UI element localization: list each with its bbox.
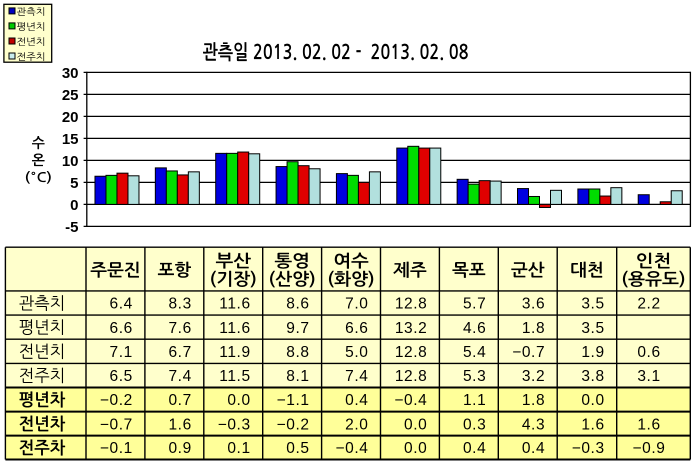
svg-text:1.8: 1.8 xyxy=(522,320,545,337)
svg-text:7.1: 7.1 xyxy=(110,344,133,361)
svg-text:3.2: 3.2 xyxy=(522,368,545,385)
svg-text:2.2: 2.2 xyxy=(637,296,660,313)
svg-text:13.2: 13.2 xyxy=(395,320,428,337)
svg-text:−1.1: −1.1 xyxy=(277,392,310,409)
svg-text:−0.1: −0.1 xyxy=(100,440,133,457)
svg-text:−0.9: −0.9 xyxy=(633,440,666,457)
svg-text:6.6: 6.6 xyxy=(110,320,133,337)
svg-text:0.9: 0.9 xyxy=(168,440,191,457)
svg-text:3.8: 3.8 xyxy=(581,368,604,385)
svg-text:0: 0 xyxy=(70,197,78,214)
svg-text:6.7: 6.7 xyxy=(168,344,191,361)
svg-text:1.6: 1.6 xyxy=(637,416,660,433)
svg-text:4.6: 4.6 xyxy=(463,320,486,337)
svg-text:1.9: 1.9 xyxy=(581,344,604,361)
svg-text:3.6: 3.6 xyxy=(522,296,545,313)
svg-text:0.7: 0.7 xyxy=(168,392,191,409)
svg-text:5.4: 5.4 xyxy=(463,344,486,361)
svg-text:−0.2: −0.2 xyxy=(100,392,133,409)
svg-text:0.1: 0.1 xyxy=(227,440,250,457)
svg-text:0.4: 0.4 xyxy=(522,440,545,457)
svg-text:1.1: 1.1 xyxy=(463,392,486,409)
svg-text:0.0: 0.0 xyxy=(581,392,604,409)
svg-text:7.4: 7.4 xyxy=(168,368,191,385)
svg-text:9.7: 9.7 xyxy=(286,320,309,337)
svg-text:−0.3: −0.3 xyxy=(218,416,251,433)
svg-text:11.6: 11.6 xyxy=(219,320,250,337)
svg-text:12.8: 12.8 xyxy=(395,296,428,313)
svg-text:30: 30 xyxy=(62,65,79,82)
svg-text:11.5: 11.5 xyxy=(219,368,250,385)
svg-text:-5: -5 xyxy=(65,219,78,236)
svg-text:2.0: 2.0 xyxy=(345,416,368,433)
svg-text:1.8: 1.8 xyxy=(522,392,545,409)
svg-text:25: 25 xyxy=(62,87,79,104)
svg-text:8.6: 8.6 xyxy=(286,296,309,313)
svg-text:7.6: 7.6 xyxy=(168,320,191,337)
svg-text:1.6: 1.6 xyxy=(168,416,191,433)
svg-text:7.0: 7.0 xyxy=(345,296,368,313)
svg-text:5.7: 5.7 xyxy=(463,296,486,313)
svg-text:6.5: 6.5 xyxy=(110,368,133,385)
svg-text:8.8: 8.8 xyxy=(286,344,309,361)
svg-text:15: 15 xyxy=(62,131,79,148)
svg-text:0.0: 0.0 xyxy=(404,440,427,457)
svg-text:3.5: 3.5 xyxy=(581,296,604,313)
svg-text:3.5: 3.5 xyxy=(581,320,604,337)
svg-text:−0.4: −0.4 xyxy=(394,392,427,409)
svg-text:11.9: 11.9 xyxy=(219,344,250,361)
svg-text:0.4: 0.4 xyxy=(463,440,486,457)
svg-text:8.1: 8.1 xyxy=(286,368,309,385)
svg-text:4.3: 4.3 xyxy=(522,416,545,433)
svg-text:0.4: 0.4 xyxy=(345,392,368,409)
svg-text:5.0: 5.0 xyxy=(345,344,368,361)
svg-text:3.1: 3.1 xyxy=(637,368,660,385)
svg-text:5.3: 5.3 xyxy=(463,368,486,385)
svg-text:0.0: 0.0 xyxy=(227,392,250,409)
svg-text:−0.3: −0.3 xyxy=(572,440,605,457)
svg-text:0.6: 0.6 xyxy=(637,344,660,361)
svg-text:12.8: 12.8 xyxy=(395,368,428,385)
svg-text:7.4: 7.4 xyxy=(345,368,368,385)
svg-text:1.6: 1.6 xyxy=(581,416,604,433)
svg-text:6.4: 6.4 xyxy=(110,296,133,313)
svg-text:−0.4: −0.4 xyxy=(336,440,369,457)
svg-text:10: 10 xyxy=(62,153,79,170)
svg-text:12.8: 12.8 xyxy=(395,344,428,361)
svg-text:8.3: 8.3 xyxy=(168,296,191,313)
svg-text:0.0: 0.0 xyxy=(404,416,427,433)
svg-text:0.3: 0.3 xyxy=(463,416,486,433)
svg-text:11.6: 11.6 xyxy=(219,296,250,313)
svg-text:5: 5 xyxy=(70,175,78,192)
svg-text:−0.2: −0.2 xyxy=(277,416,310,433)
svg-text:−0.7: −0.7 xyxy=(512,344,545,361)
svg-text:−0.7: −0.7 xyxy=(100,416,133,433)
svg-text:0.5: 0.5 xyxy=(286,440,309,457)
svg-text:6.6: 6.6 xyxy=(345,320,368,337)
svg-text:20: 20 xyxy=(62,109,79,126)
